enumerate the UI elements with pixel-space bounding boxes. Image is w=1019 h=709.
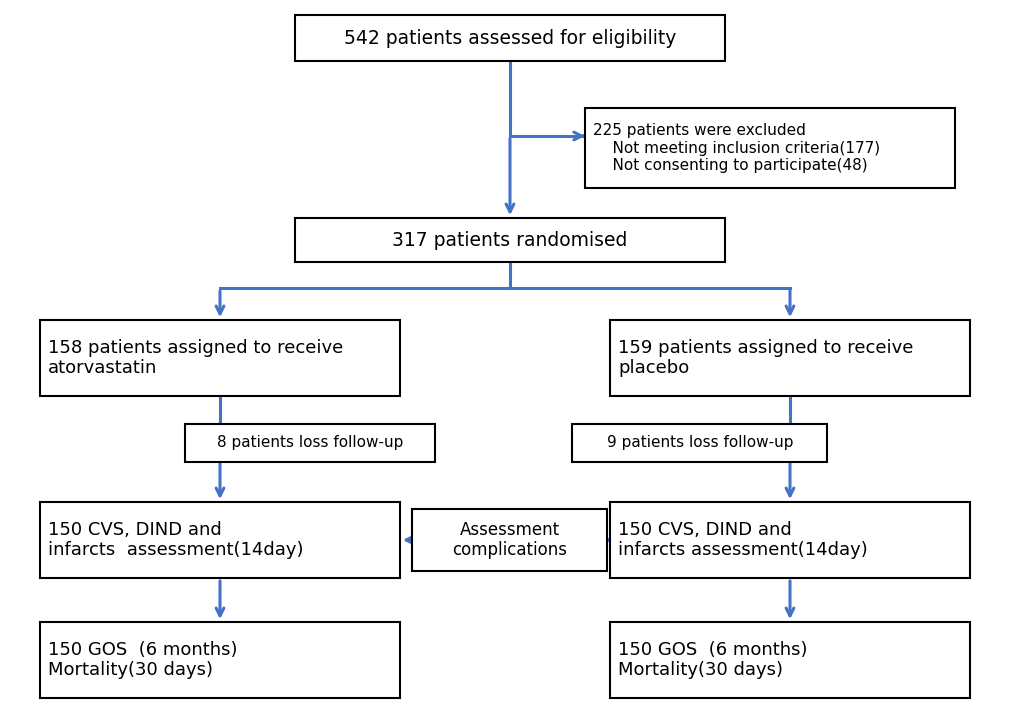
Text: 317 patients randomised: 317 patients randomised [392,230,627,250]
Text: 9 patients loss follow-up: 9 patients loss follow-up [606,435,793,450]
Bar [294,15,725,61]
Bar [412,509,607,571]
Bar [184,424,434,462]
Text: 8 patients loss follow-up: 8 patients loss follow-up [217,435,403,450]
Bar [585,108,954,188]
Text: 542 patients assessed for eligibility: 542 patients assessed for eligibility [343,28,676,48]
Bar [609,622,969,698]
Text: 150 CVS, DIND and
infarcts assessment(14day): 150 CVS, DIND and infarcts assessment(14… [618,520,867,559]
Bar [40,502,399,578]
Bar [40,622,399,698]
Bar [40,320,399,396]
Text: Assessment
complications: Assessment complications [452,520,567,559]
Text: 150 GOS  (6 months)
Mortality(30 days): 150 GOS (6 months) Mortality(30 days) [48,641,237,679]
Text: 150 GOS  (6 months)
Mortality(30 days): 150 GOS (6 months) Mortality(30 days) [618,641,807,679]
Text: 225 patients were excluded
    Not meeting inclusion criteria(177)
    Not conse: 225 patients were excluded Not meeting i… [592,123,879,173]
Text: 150 CVS, DIND and
infarcts  assessment(14day): 150 CVS, DIND and infarcts assessment(14… [48,520,304,559]
Bar [294,218,725,262]
Text: 159 patients assigned to receive
placebo: 159 patients assigned to receive placebo [618,339,912,377]
Bar [572,424,826,462]
Bar [609,320,969,396]
Bar [609,502,969,578]
Text: 158 patients assigned to receive
atorvastatin: 158 patients assigned to receive atorvas… [48,339,343,377]
